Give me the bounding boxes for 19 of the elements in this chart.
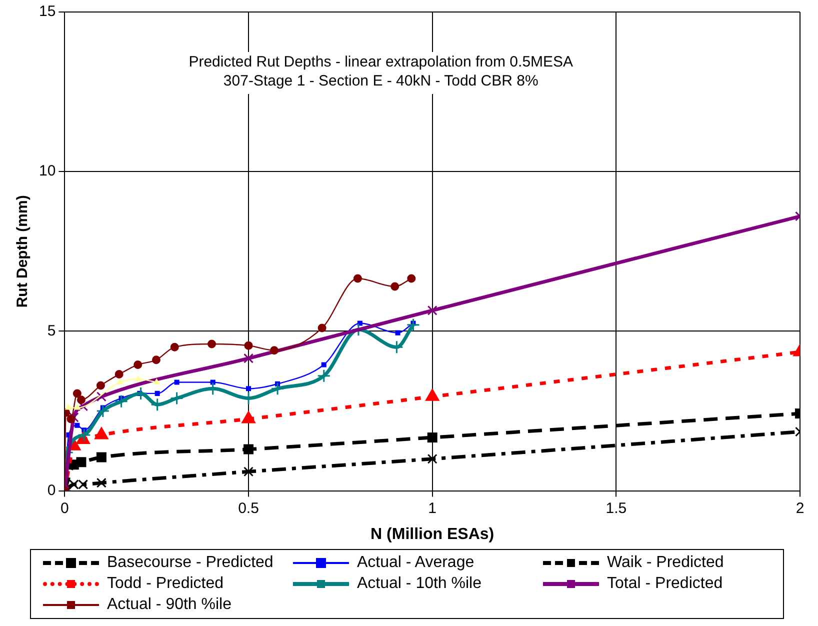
legend-label: Waik - Predicted [607, 554, 724, 572]
legend-label: Basecourse - Predicted [107, 554, 274, 572]
y-tick-label: 5 [47, 322, 56, 340]
x-axis-title: N (Million ESAs) [370, 526, 494, 543]
x-tick-label: 1 [428, 500, 437, 517]
legend-label: Total - Predicted [607, 575, 723, 593]
text: Predicted Rut Depths - linear extrapolation from 0.5MESA 307-Stage 1 - Section E - 40kN - Todd CBR 8% [188, 54, 574, 90]
x-tick-label: 1.5 [606, 500, 627, 517]
x-tick-label: 0.5 [238, 500, 259, 517]
legend-label: Todd - Predicted [107, 575, 224, 593]
y-tick-label: 10 [38, 162, 56, 180]
y-tick-label: 0 [47, 482, 56, 499]
x-tick-label: 0 [60, 500, 69, 517]
legend-label: Actual - 10th %ile [357, 575, 482, 593]
x-tick-label: 2 [796, 500, 804, 517]
legend-label: Actual - 90th %ile [107, 596, 232, 614]
y-tick-label: 15 [38, 3, 56, 20]
legend-label: Actual - Average [357, 554, 474, 572]
y-axis-title: Rut Depth (mm) [14, 195, 32, 308]
